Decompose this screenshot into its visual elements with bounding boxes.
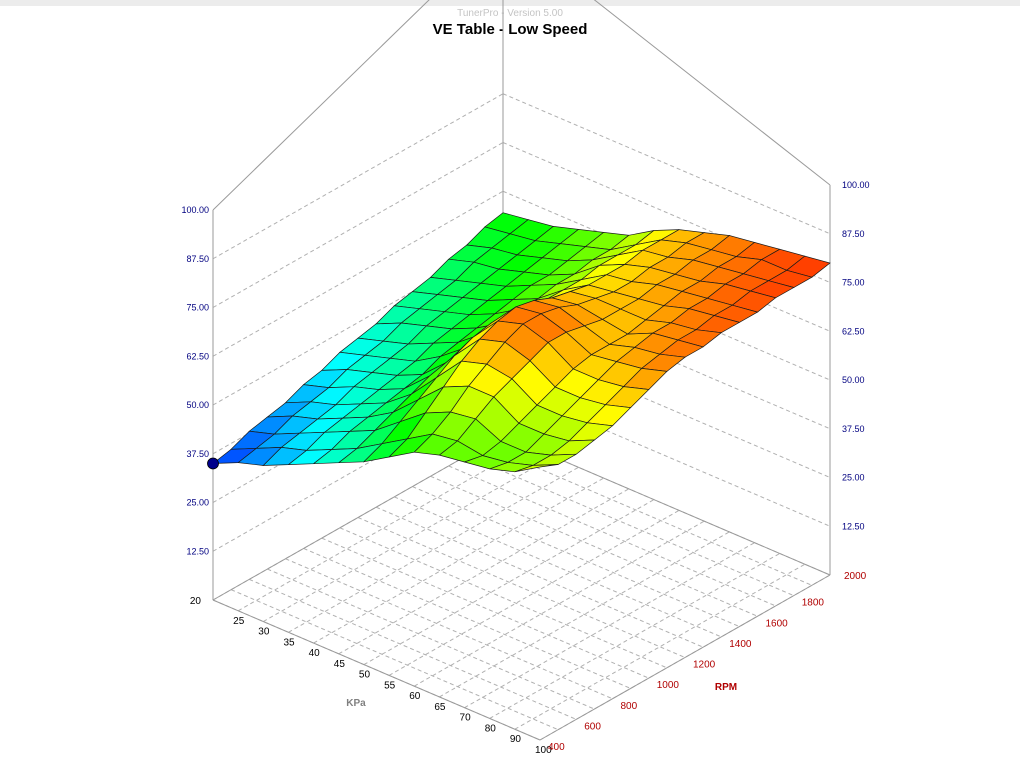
kpa-tick-label: 90: [510, 734, 522, 745]
kpa-tick-label: 45: [334, 659, 346, 670]
kpa-tick-label: 25: [233, 616, 245, 627]
floor-grid-line-kpa: [288, 466, 579, 633]
z-tick-label-right: 62.50: [842, 326, 865, 336]
z-tick-label-left: 12.50: [186, 546, 209, 556]
z-tick-label-left: 75.00: [186, 303, 209, 313]
kpa-tick-label: 20: [190, 596, 202, 607]
rpm-tick-label: 1400: [729, 639, 752, 650]
kpa-tick-label: 60: [409, 691, 421, 702]
window-top-bar: [0, 0, 1020, 6]
kpa-axis-title: KPa: [346, 698, 366, 709]
kpa-tick-label: 50: [359, 670, 371, 681]
kpa-tick-label: 80: [485, 723, 497, 734]
kpa-axis-line: [212, 599, 541, 741]
wall-grid-line-left: [212, 93, 504, 260]
floor-back-edge-left: [212, 434, 504, 601]
floor-grid-line-rpm: [448, 465, 776, 607]
wall-grid-line-right: [502, 93, 831, 235]
rpm-axis-title: RPM: [715, 682, 737, 693]
rpm-tick-label: 1200: [693, 660, 716, 671]
floor-grid-line-rpm: [412, 486, 740, 628]
floor-grid-line-rpm: [285, 558, 613, 700]
floor-grid-line-rpm: [230, 589, 559, 731]
z-tick-label-right: 50.00: [842, 375, 865, 385]
top-edge-left: [212, 0, 430, 211]
kpa-tick-label: 35: [283, 637, 295, 648]
floor-grid-line-kpa: [313, 477, 604, 644]
z-tick-label-right: 87.50: [842, 229, 865, 239]
floor-grid-line-rpm: [303, 547, 631, 689]
kpa-tick-label: 100: [535, 745, 552, 756]
floor-grid-line-rpm: [357, 517, 686, 658]
rpm-tick-label: 600: [584, 721, 601, 732]
z-tick-label-right: 12.50: [842, 521, 865, 531]
rpm-tick-label: 1000: [657, 680, 680, 691]
floor-grid-line-rpm: [321, 537, 649, 679]
z-tick-label-left: 25.00: [186, 498, 209, 508]
kpa-tick-label: 40: [309, 648, 321, 659]
floor-grid-line-rpm: [249, 578, 577, 720]
floor-grid-line-rpm: [375, 506, 704, 648]
rpm-tick-label: 2000: [844, 571, 867, 582]
floor-grid-line-rpm: [394, 496, 722, 638]
kpa-tick-label: 55: [384, 680, 396, 691]
surface-mesh[interactable]: [207, 212, 831, 473]
z-tick-label-left: 62.50: [186, 351, 209, 361]
floor-grid-line-kpa: [263, 456, 554, 622]
selected-cell-marker[interactable]: [207, 457, 219, 470]
z-tick-label-left: 50.00: [186, 400, 209, 410]
surface-cell[interactable]: [514, 464, 559, 473]
kpa-tick-label: 70: [460, 713, 472, 724]
app-title: TunerPro - Version 5.00: [457, 8, 563, 19]
axis-labels: 12.50 12.50 25.00 25.00 37.50 37.50 50.00 50.00…: [181, 180, 869, 756]
top-edge-right: [593, 0, 831, 186]
floor-grid-line-rpm: [267, 568, 595, 710]
floor-grid-line-rpm: [430, 475, 758, 617]
rpm-tick-label: 400: [548, 742, 565, 753]
z-tick-label-right: 75.00: [842, 278, 865, 288]
rpm-tick-label: 1600: [766, 618, 789, 629]
floor-grid-line-kpa: [514, 563, 806, 730]
rpm-tick-label: 800: [621, 701, 638, 712]
chart-title: VE Table - Low Speed: [432, 21, 588, 38]
z-tick-label-left: 87.50: [186, 254, 209, 264]
floor-grid-line-rpm: [484, 444, 813, 586]
rpm-tick-label: 1800: [802, 598, 825, 609]
floor-grid-line-rpm: [466, 455, 794, 597]
z-tick-label-left: 37.50: [186, 449, 209, 459]
rpm-axis-line: [539, 574, 831, 741]
z-tick-label-right: 37.50: [842, 424, 865, 434]
floor-grid-line-rpm: [339, 527, 668, 669]
kpa-tick-label: 65: [434, 702, 446, 713]
z-tick-label-left: 100.00: [181, 205, 209, 215]
z-tick-label-right: 25.00: [842, 473, 865, 483]
z-tick-label-right: 100.00: [842, 180, 870, 190]
kpa-tick-label: 30: [258, 627, 270, 638]
floor-grid-line-kpa: [489, 553, 780, 719]
floor-grid-line-kpa: [237, 445, 529, 612]
